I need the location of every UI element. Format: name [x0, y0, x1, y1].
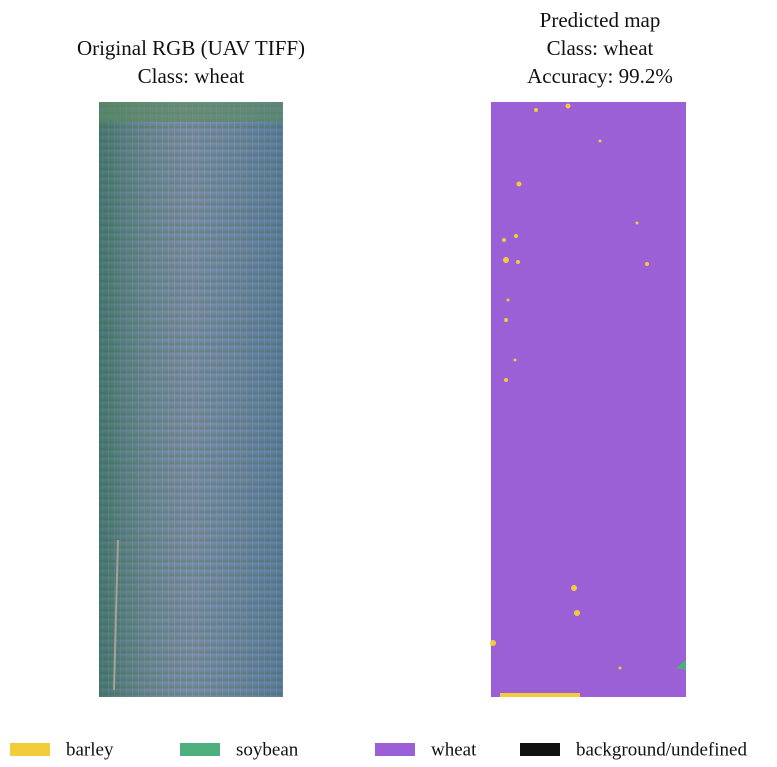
panel-title: Predicted map — [540, 8, 661, 32]
legend-label: barley — [66, 739, 114, 760]
rgb-image — [99, 102, 283, 697]
panel-title: Class: wheat — [138, 64, 245, 88]
legend-swatch — [520, 743, 560, 756]
legend-label: soybean — [236, 739, 299, 760]
legend-label: background/undefined — [576, 739, 747, 760]
panel-title: Class: wheat — [547, 36, 654, 60]
panel-title: Original RGB (UAV TIFF) — [77, 36, 305, 60]
legend-swatch — [375, 743, 415, 756]
legend-swatch — [10, 743, 50, 756]
legend-swatch — [180, 743, 220, 756]
predicted-image — [490, 102, 686, 697]
legend-label: wheat — [431, 739, 477, 760]
panel-title: Accuracy: 99.2% — [527, 64, 673, 88]
